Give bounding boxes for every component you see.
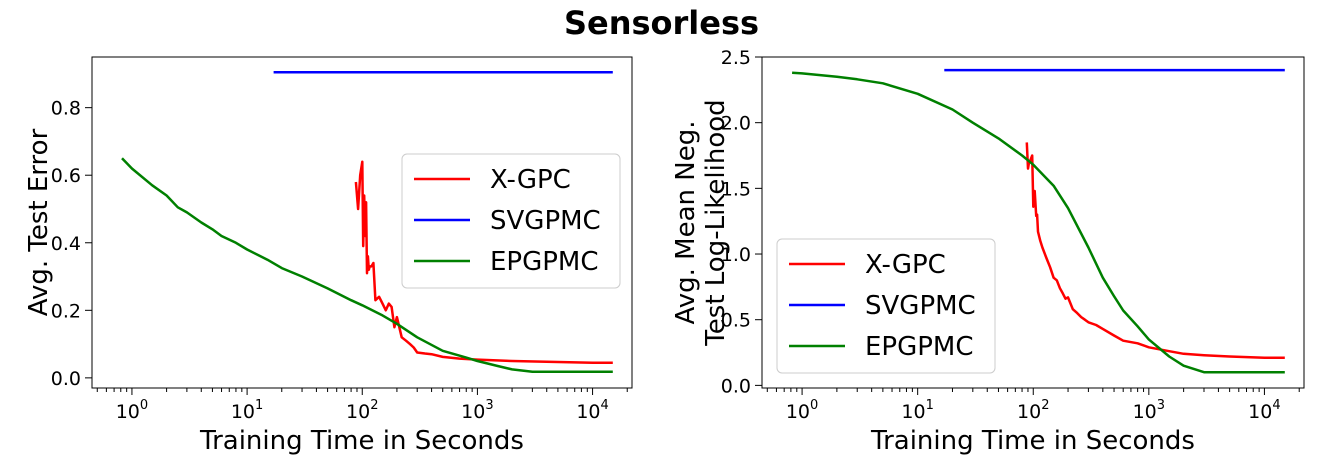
y-tick-label: 2.0 (721, 113, 751, 135)
legend-box (776, 238, 996, 374)
series-line-epgpmc (121, 157, 613, 374)
figure-title: Sensorless (563, 4, 760, 42)
y-tick-label: 2.5 (721, 47, 751, 69)
x-tick-label: 100 (786, 398, 818, 423)
y-axis-label: Avg. Mean Neg.Test Log-Likelihood (671, 99, 731, 346)
legend-box (401, 153, 621, 289)
y-tick-label: 0.2 (51, 300, 81, 322)
y-axis-label: Avg. Test Error (24, 128, 54, 316)
x-tick-label: 104 (576, 398, 608, 423)
y-tick-label: 0.4 (51, 233, 81, 255)
legend-label: SVGPMC (865, 291, 976, 321)
y-tick-label: 0.0 (51, 368, 81, 390)
x-tick-label: 101 (901, 398, 933, 423)
chart-panel-1: 100 101 102 103 104 0.0 0.2 0.4 0.6 0.8 Training T… (24, 56, 633, 456)
series-line-epgpmc (792, 71, 1285, 374)
legend: X-GPC SVGPMC EPGPMC (401, 153, 621, 289)
series-line-x-gpc (354, 160, 613, 364)
y-tick-label: 0.6 (51, 165, 81, 187)
y-tick-label: 1.0 (721, 244, 751, 266)
legend: X-GPC SVGPMC EPGPMC (776, 238, 996, 374)
legend-label: SVGPMC (490, 206, 601, 236)
x-axis-label: Training Time in Seconds (199, 426, 524, 456)
legend-label: X-GPC (490, 165, 571, 195)
x-tick-label: 102 (346, 398, 378, 423)
y-tick-label: 1.5 (721, 178, 751, 200)
x-tick-label: 104 (1248, 398, 1280, 423)
chart-panel-2: 100 101 102 103 104 0.0 0.5 1.0 1.5 2.0 2.5 Trainin… (671, 47, 1305, 456)
x-tick-label: 102 (1017, 398, 1049, 423)
y-tick-label: 0.0 (721, 375, 751, 397)
series-line-x-gpc (1025, 142, 1285, 360)
x-axis-label: Training Time in Seconds (870, 426, 1195, 456)
legend-label: EPGPMC (490, 247, 599, 277)
x-tick-label: 103 (461, 398, 493, 423)
legend-label: EPGPMC (865, 332, 974, 362)
x-tick-label: 101 (231, 398, 263, 423)
legend-label: X-GPC (865, 250, 946, 280)
x-tick-label: 100 (116, 398, 148, 423)
x-tick-label: 103 (1133, 398, 1165, 423)
y-tick-label: 0.5 (721, 310, 751, 332)
y-tick-label: 0.8 (51, 98, 81, 120)
